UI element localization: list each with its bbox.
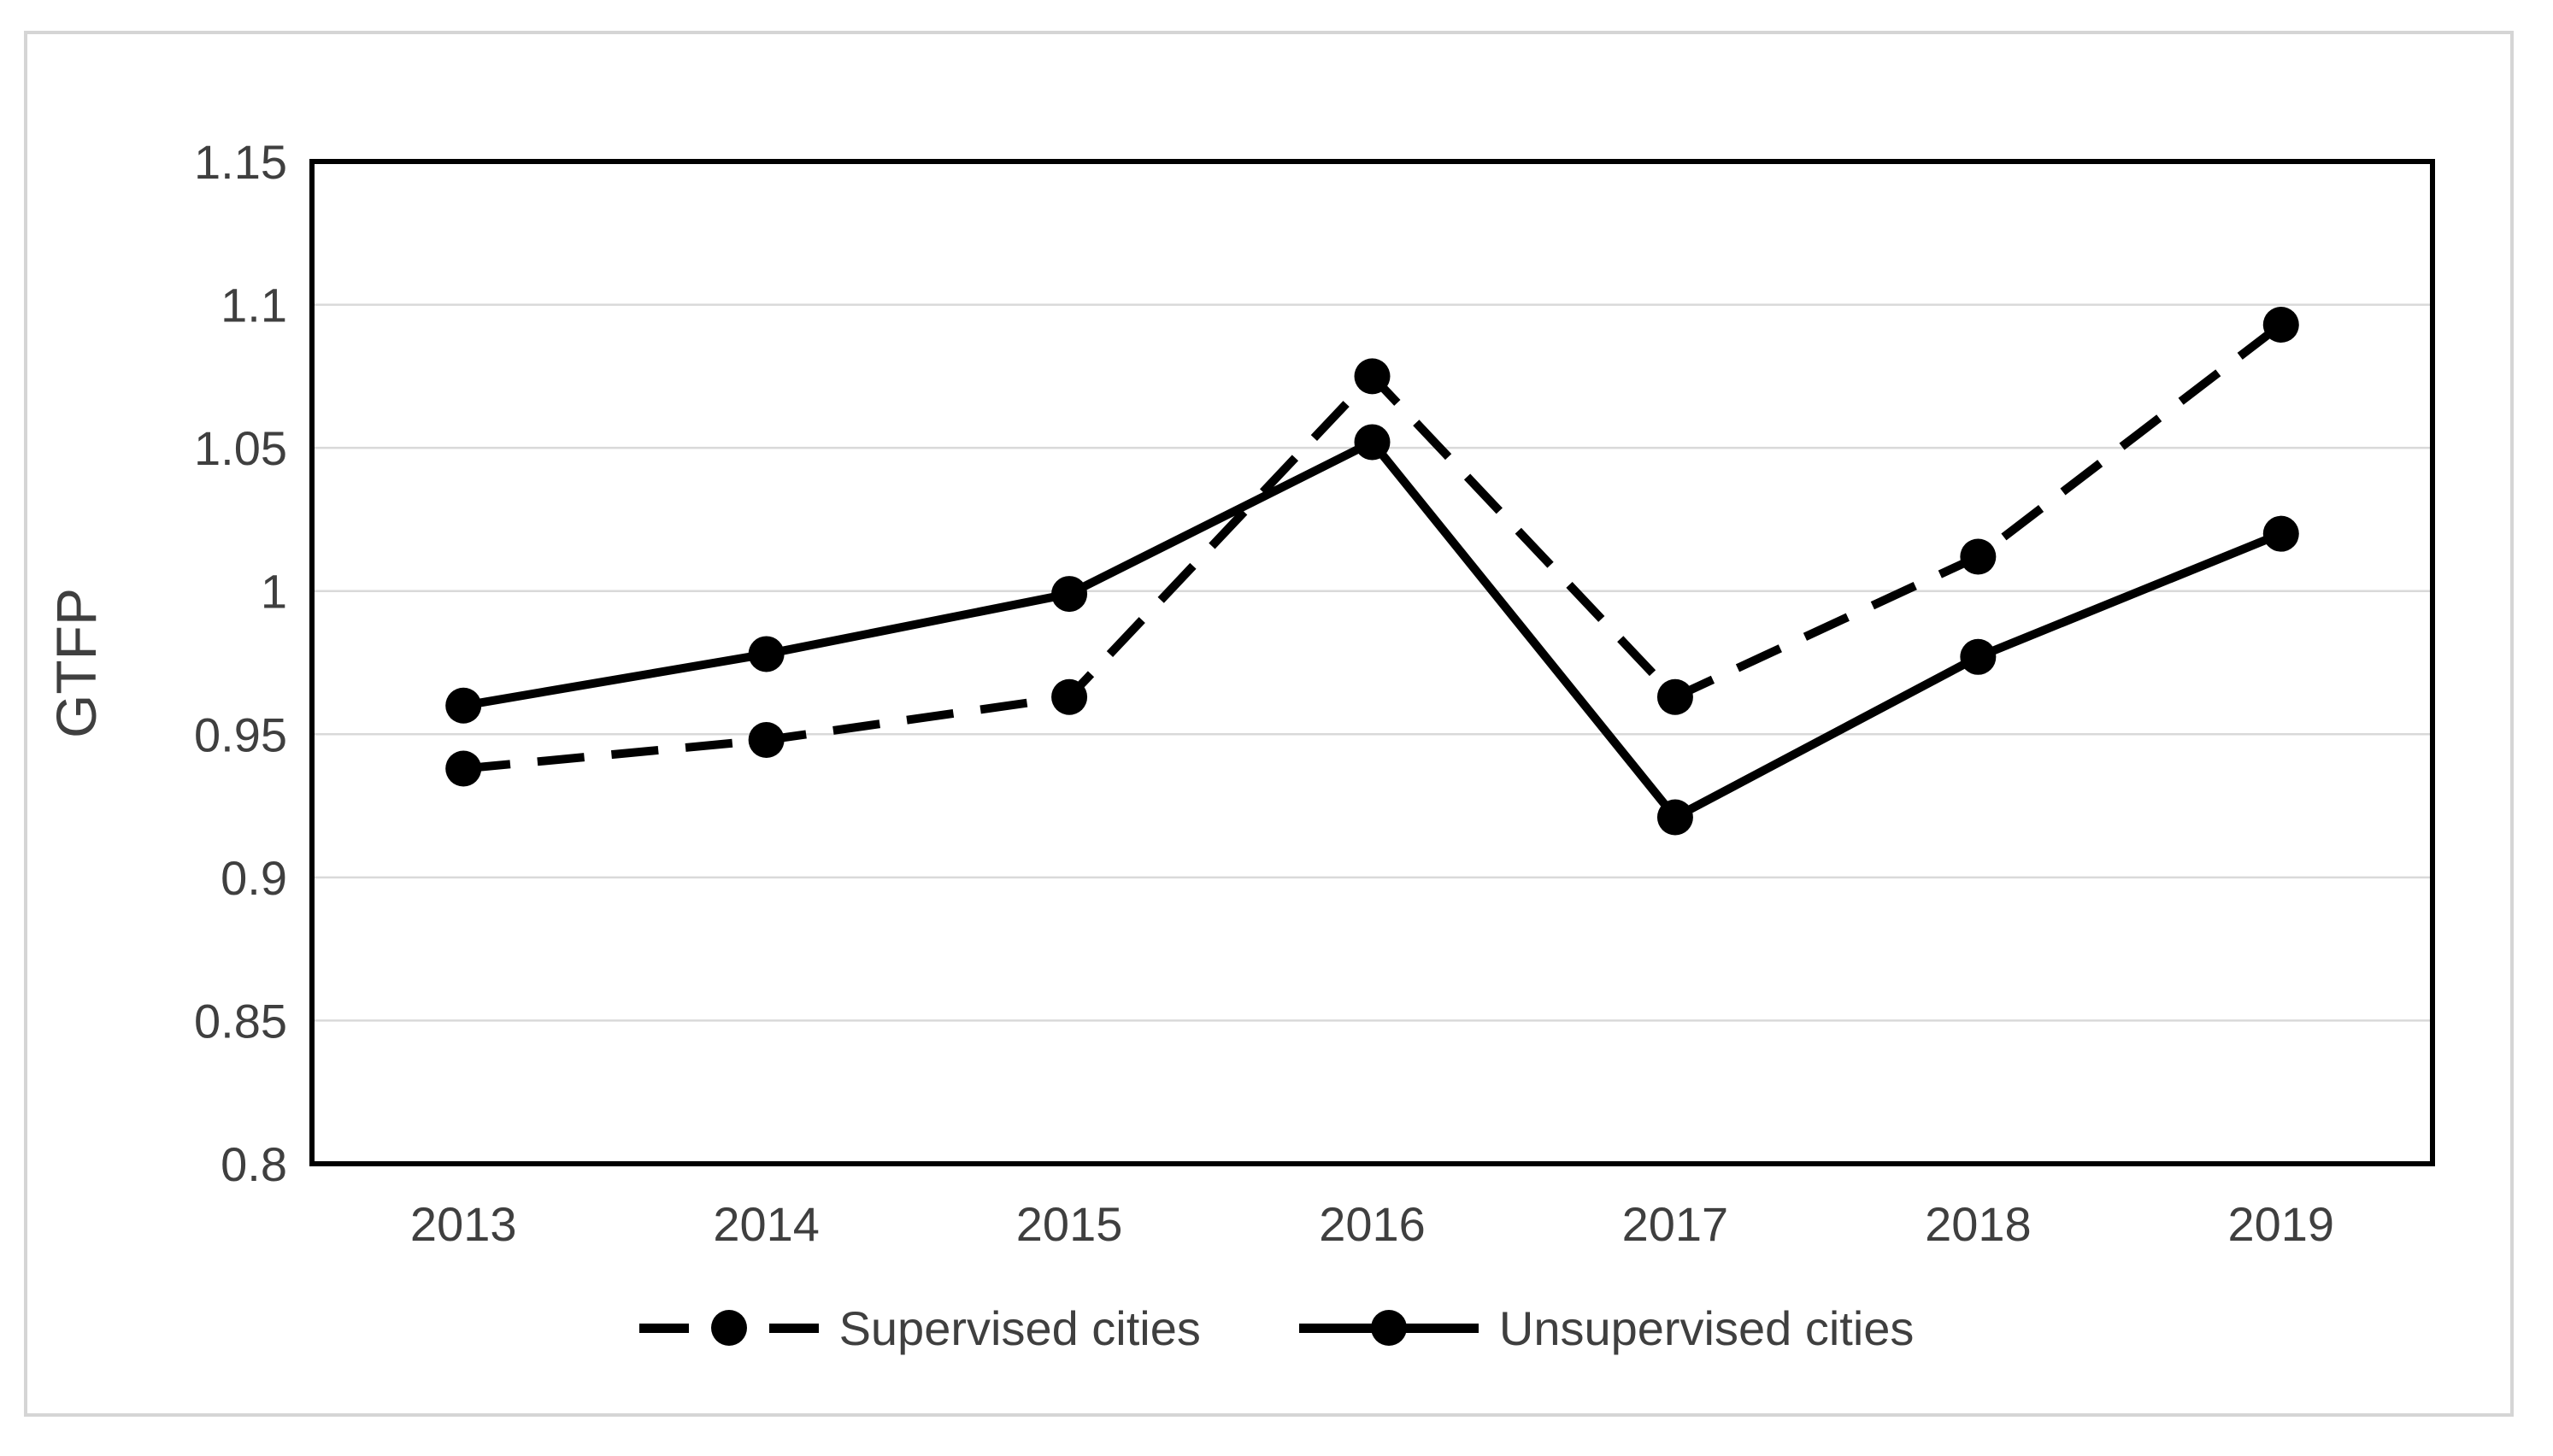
- data-point-marker: [1656, 799, 1693, 836]
- data-point-marker: [1051, 678, 1088, 715]
- y-tick-label: 1.1: [221, 279, 287, 332]
- data-point-marker: [1354, 358, 1391, 395]
- x-tick-label: 2015: [1016, 1197, 1123, 1251]
- legend-label-supervised-cities: Supervised cities: [838, 1301, 1201, 1355]
- data-point-marker: [1960, 638, 1997, 675]
- x-tick-label: 2014: [713, 1197, 820, 1251]
- chart-legend: Supervised cities Unsupervised cities: [0, 1300, 2553, 1356]
- legend-item-supervised-cities: Supervised cities: [638, 1300, 1201, 1356]
- x-tick-label: 2016: [1319, 1197, 1426, 1251]
- legend-label-unsupervised-cities: Unsupervised cities: [1498, 1301, 1915, 1355]
- data-point-marker: [445, 750, 482, 787]
- y-tick-label: 1.15: [194, 135, 287, 189]
- data-point-marker: [2262, 515, 2299, 552]
- y-tick-label: 1: [261, 565, 287, 619]
- data-point-marker: [2262, 307, 2299, 343]
- data-point-marker: [1960, 538, 1997, 575]
- y-axis-title: GTFP: [44, 588, 108, 738]
- figure-border: [24, 31, 2514, 1417]
- data-point-marker: [748, 636, 785, 672]
- y-tick-label: 0.8: [221, 1137, 287, 1191]
- series-line-unsupervised-cities: [462, 437, 2283, 822]
- data-point-marker: [1051, 576, 1088, 613]
- x-tick-label: 2019: [2227, 1197, 2334, 1251]
- x-tick-label: 2013: [410, 1197, 517, 1251]
- y-tick-label: 0.85: [194, 994, 287, 1048]
- y-tick-label: 0.9: [221, 851, 287, 905]
- x-tick-label: 2017: [1622, 1197, 1729, 1251]
- y-tick-label: 0.95: [194, 707, 287, 761]
- data-point-marker: [1656, 678, 1693, 715]
- dashed-line-marker-icon: [638, 1309, 819, 1346]
- solid-line-marker-icon: [1298, 1309, 1479, 1346]
- x-tick-label: 2018: [1925, 1197, 2032, 1251]
- data-point-marker: [445, 687, 482, 724]
- data-point-marker: [748, 721, 785, 758]
- data-point-marker: [1354, 424, 1391, 461]
- legend-item-unsupervised-cities: Unsupervised cities: [1298, 1300, 1915, 1356]
- y-tick-label: 1.05: [194, 421, 287, 475]
- plot-border: [309, 159, 2435, 1166]
